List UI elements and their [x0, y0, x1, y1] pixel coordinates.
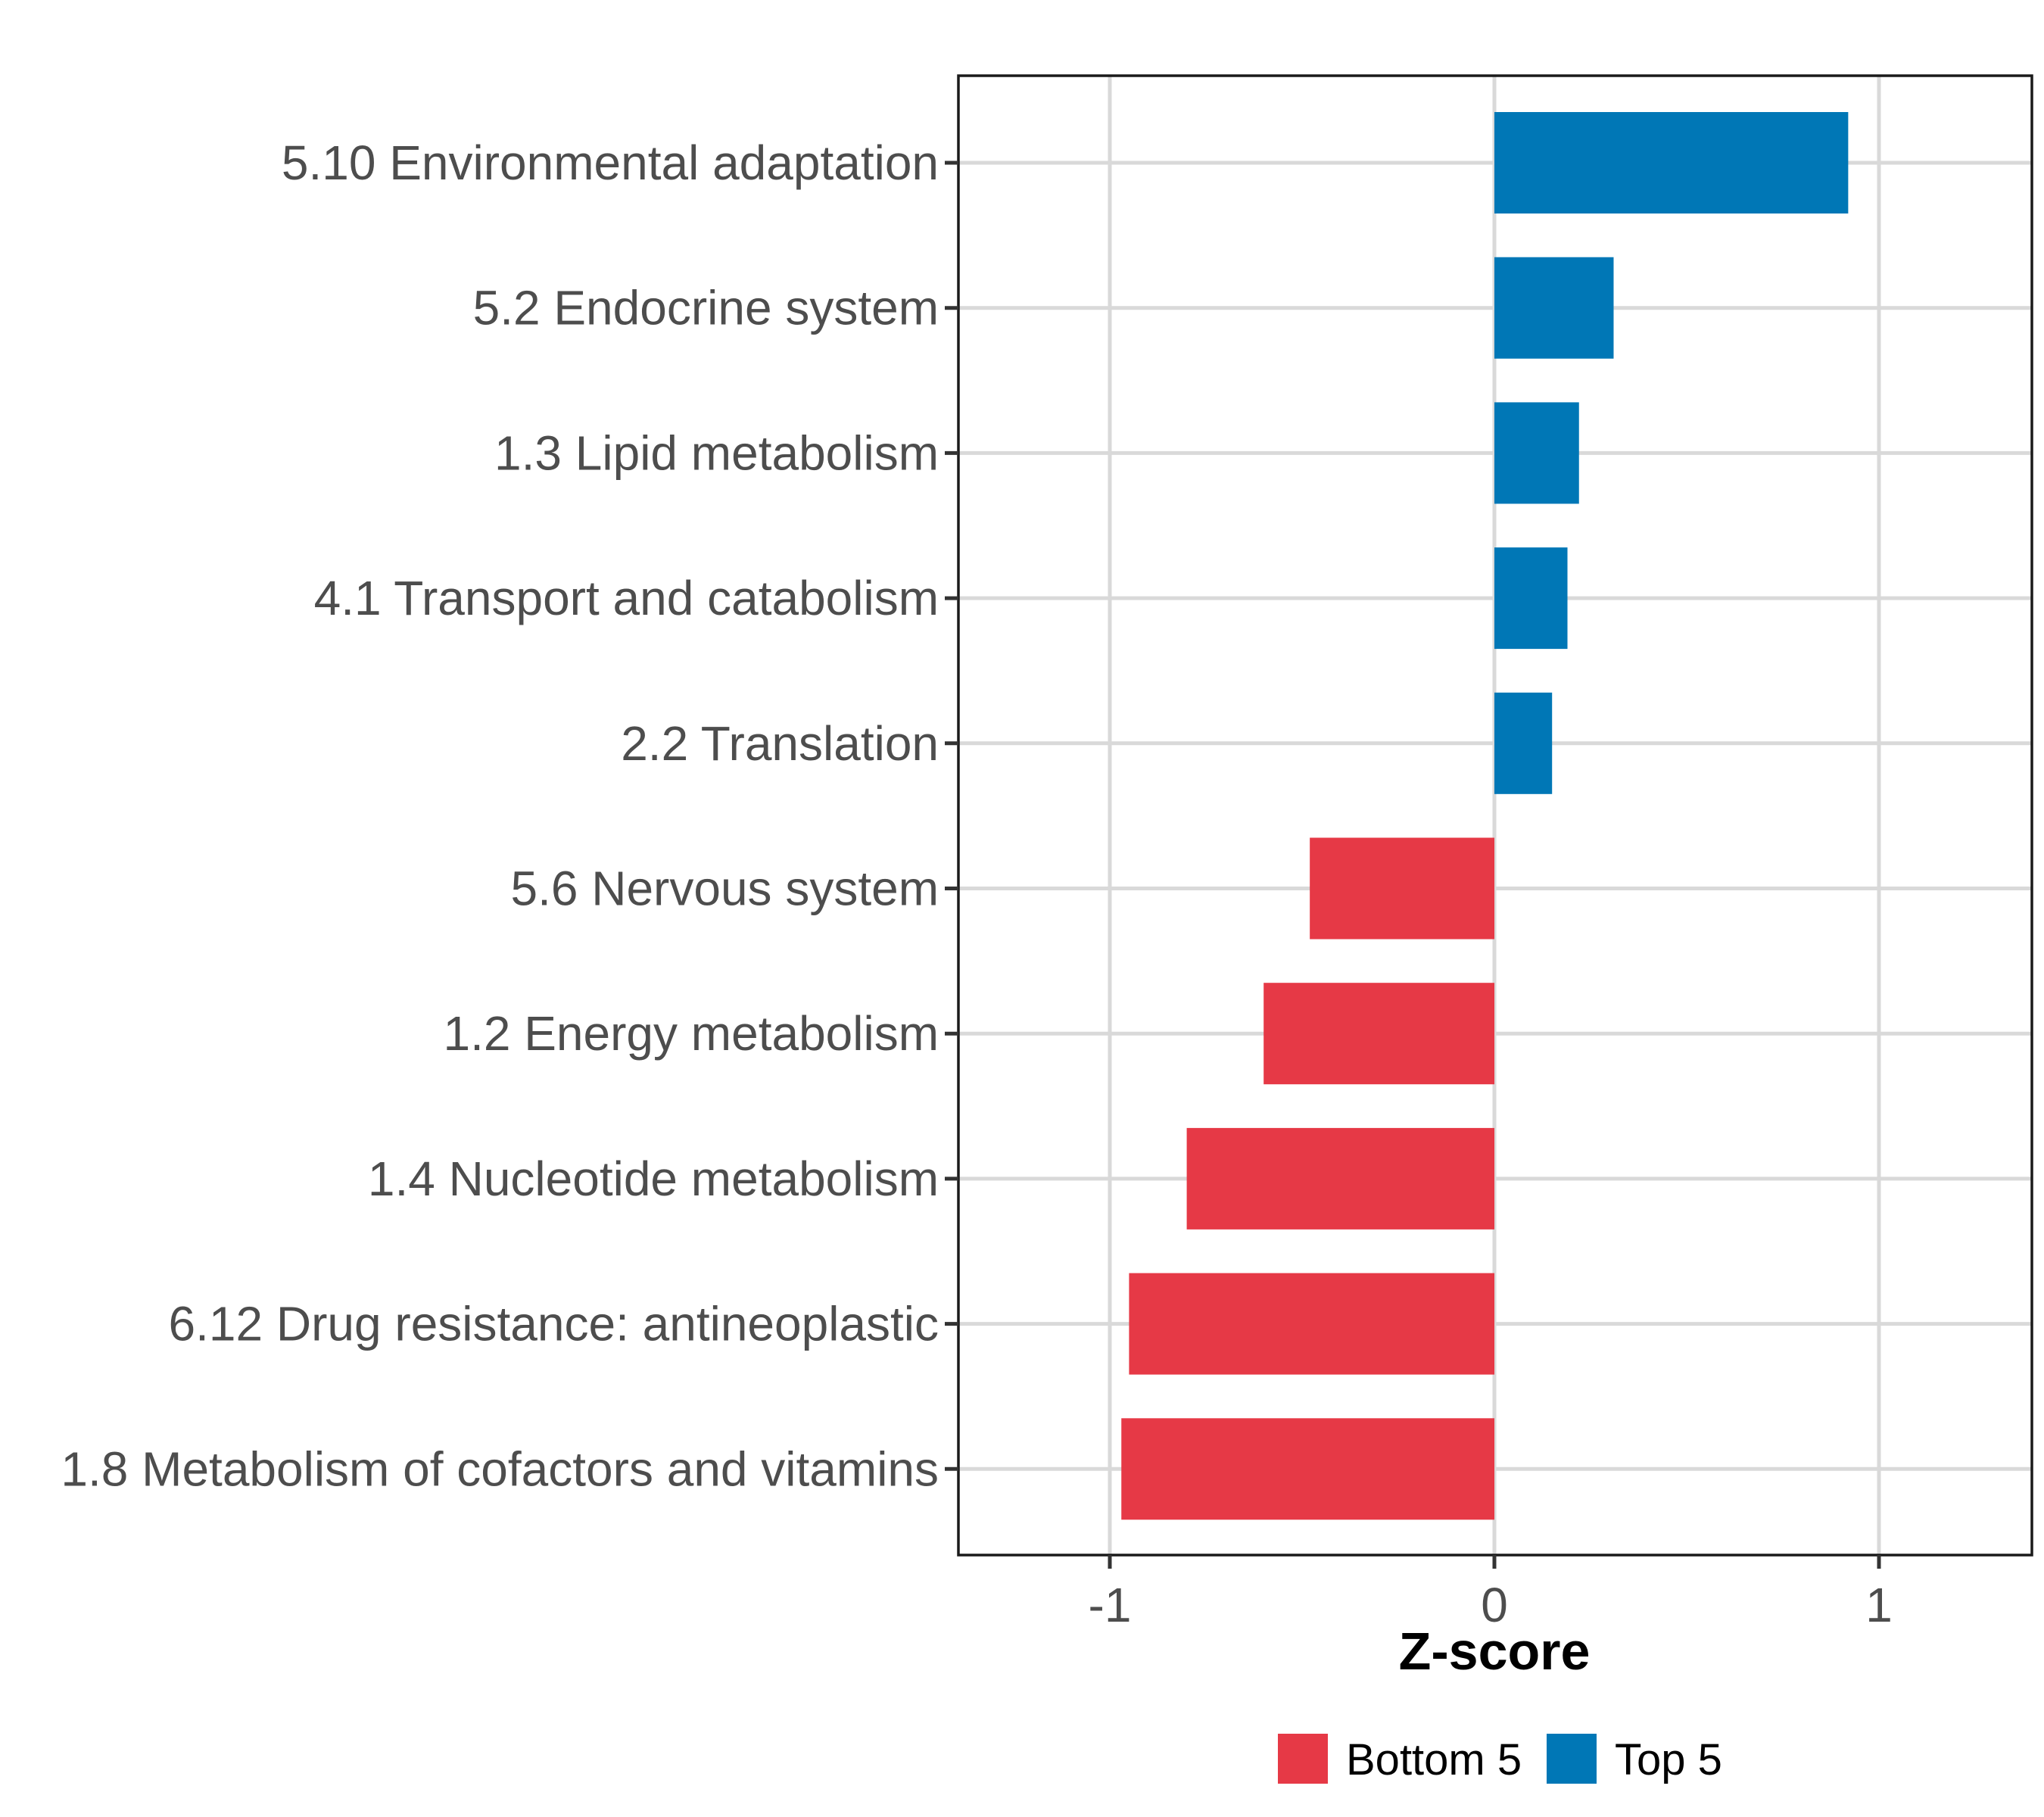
y-axis: 5.10 Environmental adaptation 5.2 Endocri…: [61, 136, 958, 1496]
bar: [1186, 1127, 1494, 1230]
legend-label: Top 5: [1615, 1735, 1722, 1784]
bars-layer: [1121, 112, 1849, 1520]
bar: [1494, 692, 1553, 794]
y-category-label: 2.2 Translation: [621, 716, 939, 771]
legend-label: Bottom 5: [1346, 1735, 1522, 1784]
bar: [1129, 1273, 1494, 1375]
y-category-label: 5.6 Nervous system: [510, 862, 939, 916]
y-category-label: 1.2 Energy metabolism: [443, 1006, 939, 1061]
y-category-label: 1.8 Metabolism of cofactors and vitamins: [61, 1441, 939, 1496]
legend-swatch: [1278, 1734, 1328, 1784]
bar: [1494, 547, 1568, 650]
y-category-label: 5.2 Endocrine system: [473, 281, 939, 335]
y-category-label: 6.12 Drug resistance: antineoplastic: [169, 1297, 939, 1351]
bar: [1121, 1418, 1494, 1520]
bar: [1263, 983, 1494, 1085]
bar: [1494, 257, 1614, 359]
legend-swatch: [1547, 1734, 1597, 1784]
legend: Bottom 5 Top 5: [1278, 1734, 1722, 1784]
x-tick-label: 0: [1481, 1578, 1508, 1632]
bar: [1310, 837, 1494, 940]
y-category-label: 4.1 Transport and catabolism: [314, 571, 939, 625]
bar: [1494, 112, 1849, 213]
bar: [1494, 402, 1579, 504]
x-axis-title: Z-score: [1399, 1622, 1591, 1681]
x-tick-label: 1: [1865, 1578, 1893, 1632]
x-axis: -1 0 1: [1089, 1555, 1893, 1632]
x-tick-label: -1: [1089, 1578, 1132, 1632]
y-category-label: 5.10 Environmental adaptation: [282, 136, 939, 190]
y-category-label: 1.3 Lipid metabolism: [494, 425, 939, 480]
y-category-label: 1.4 Nucleotide metabolism: [368, 1152, 939, 1206]
